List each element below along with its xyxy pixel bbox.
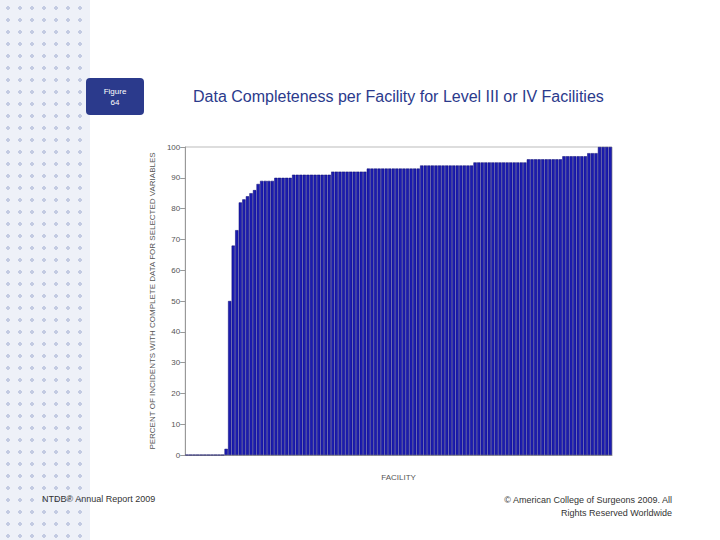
svg-text:30: 30 [171, 358, 180, 367]
svg-text:80: 80 [171, 204, 180, 213]
html-text:64: 64 [110, 97, 120, 107]
svg-text:0: 0 [176, 451, 181, 460]
html-text:Rights Reserved Worldwide: Rights Reserved Worldwide [561, 508, 672, 518]
html-text:Data Completeness per Facility: Data Completeness per Facility for Level… [193, 88, 604, 105]
svg-text:60: 60 [171, 266, 180, 275]
html-text:© American College of Surgeons: © American College of Surgeons 2009. All [504, 495, 672, 505]
svg-text:40: 40 [171, 327, 180, 336]
svg-text:90: 90 [171, 173, 180, 182]
html-text:NTDB® Annual Report 2009: NTDB® Annual Report 2009 [42, 494, 156, 504]
svg-text:PERCENT OF INCIDENTS WITH COMP: PERCENT OF INCIDENTS WITH COMPLETE DATA … [148, 152, 157, 449]
svg-text:10: 10 [171, 420, 180, 429]
svg-text:FACILITY: FACILITY [381, 473, 416, 482]
svg-text:100: 100 [167, 143, 181, 152]
html-text:Figure: Figure [103, 86, 127, 96]
svg-text:70: 70 [171, 235, 180, 244]
svg-text:50: 50 [171, 297, 180, 306]
svg-text:20: 20 [171, 389, 180, 398]
